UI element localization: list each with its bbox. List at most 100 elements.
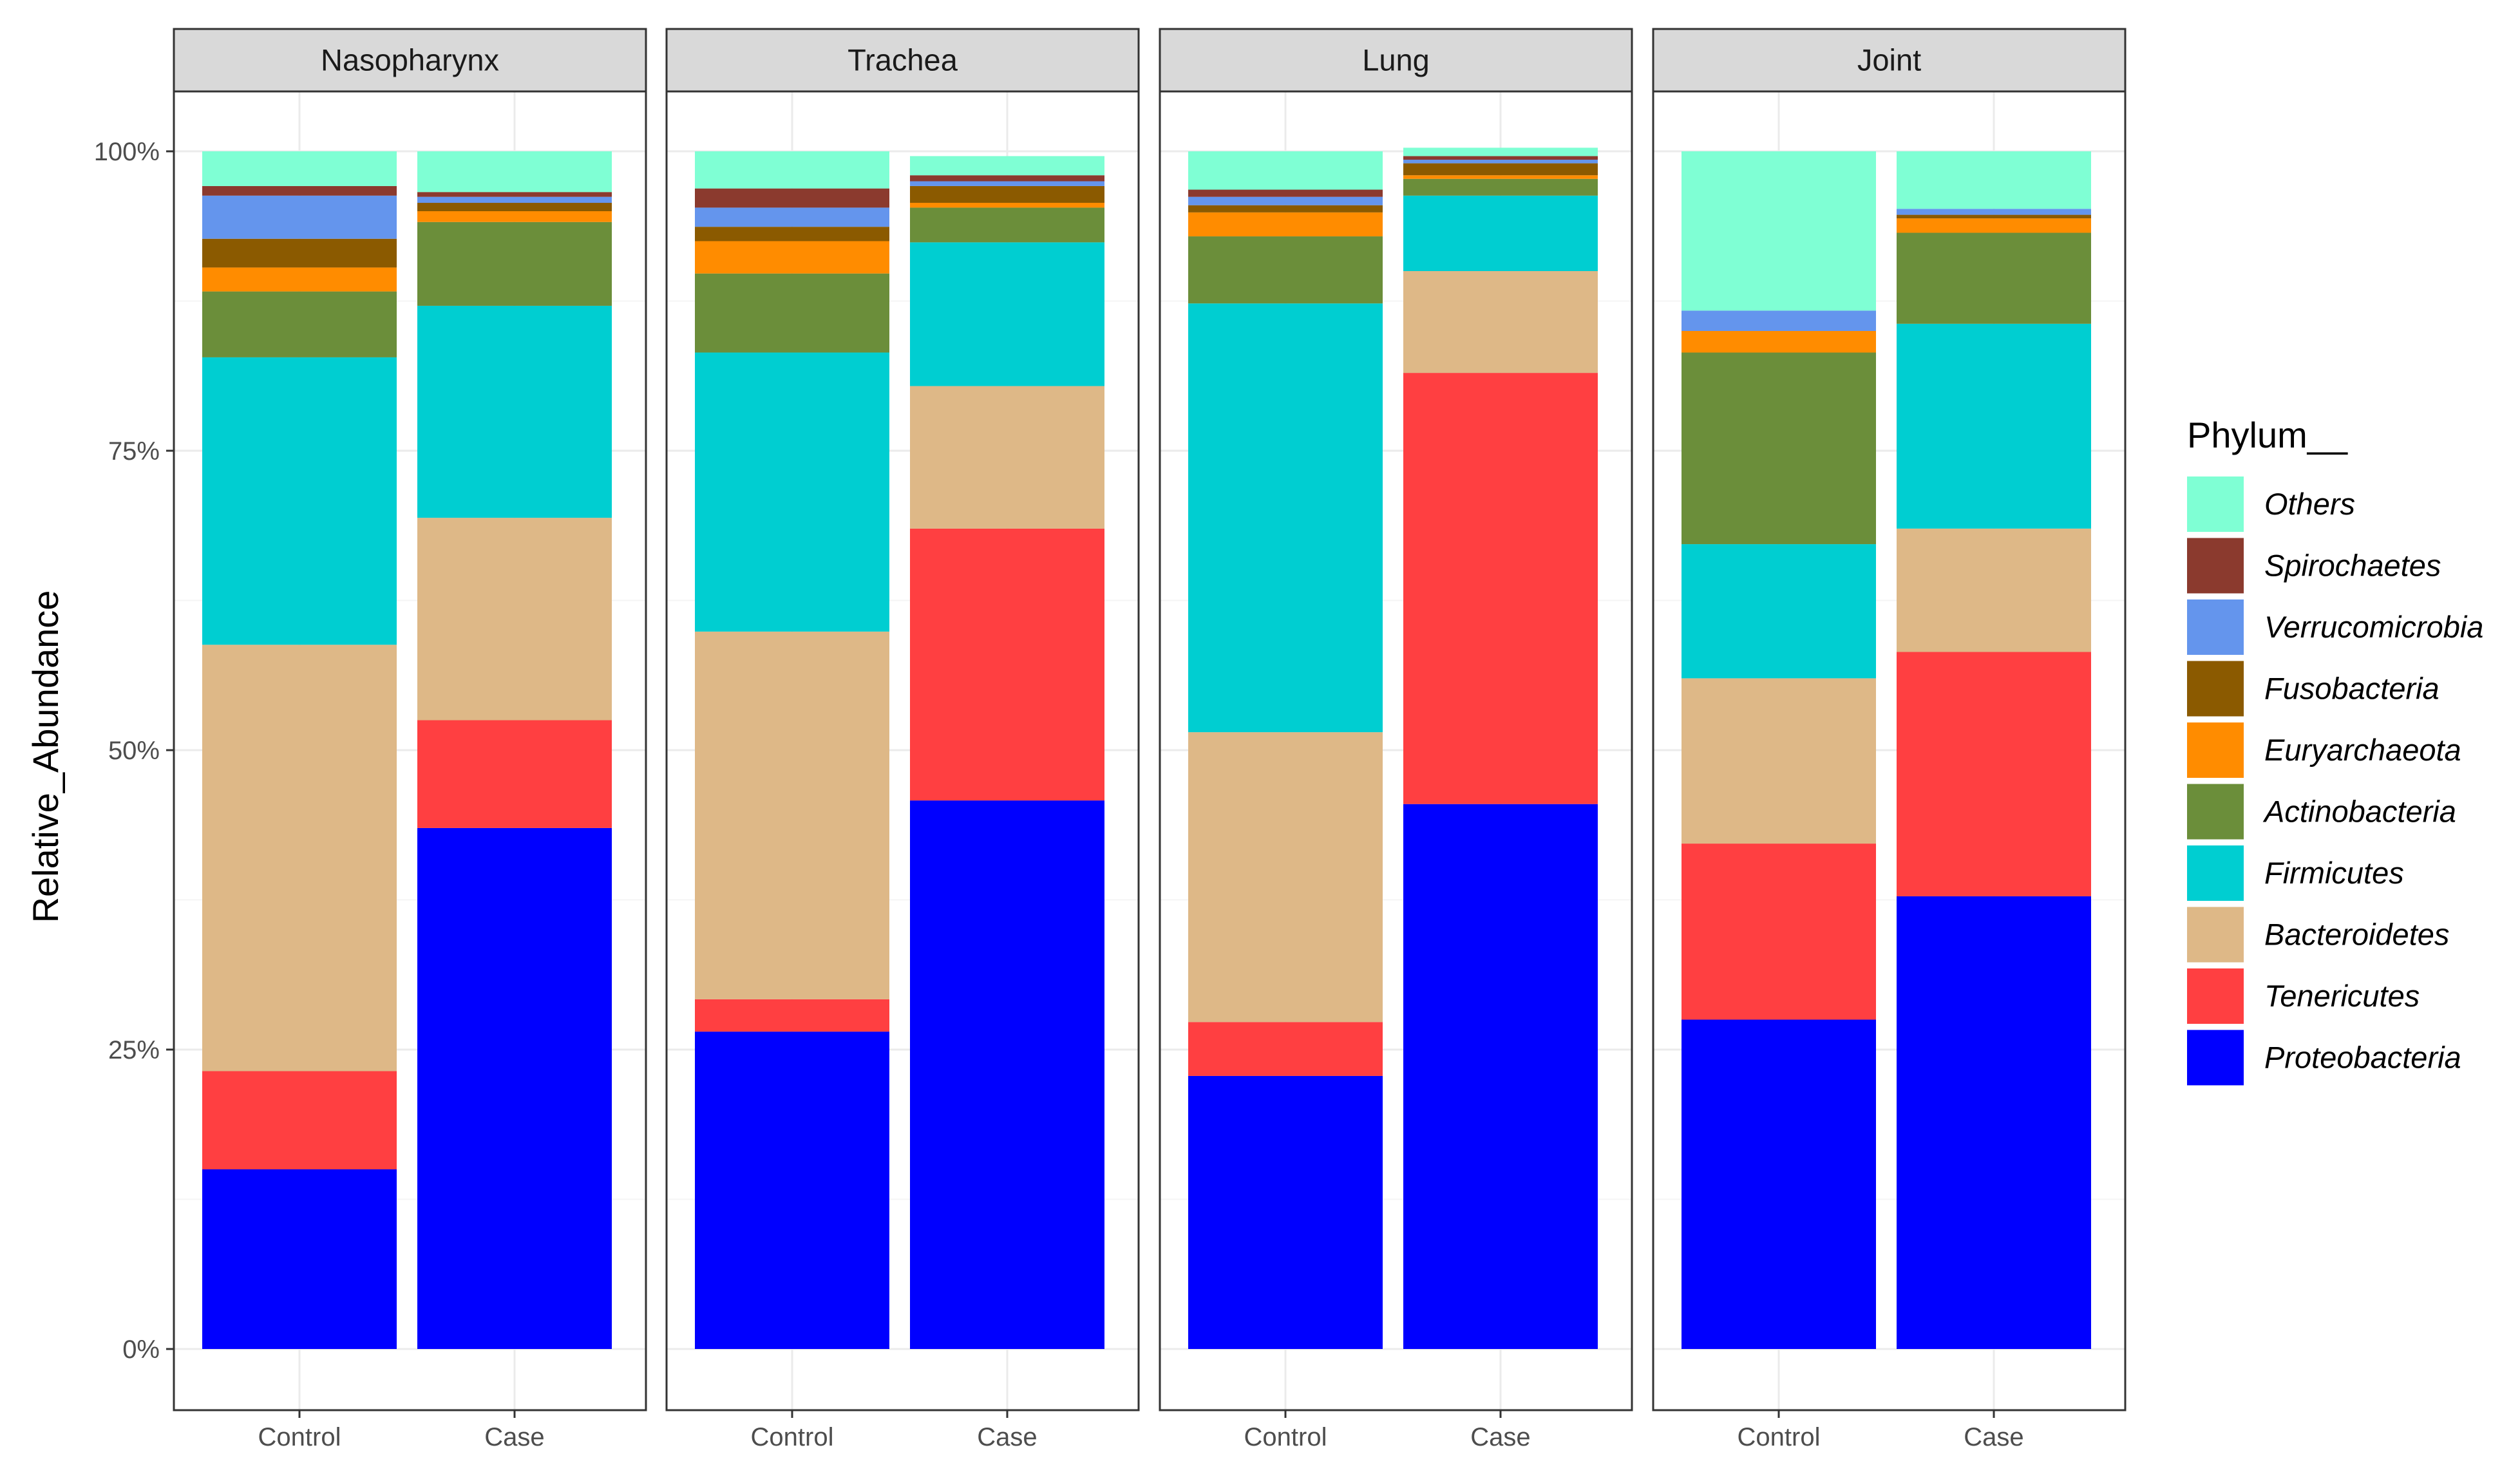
legend-item-tenericutes: Tenericutes bbox=[2187, 968, 2420, 1024]
y-axis-title: Relative_Abundance bbox=[25, 590, 66, 923]
bar-segment-tenericutes bbox=[1188, 1022, 1383, 1076]
bar-segment-others bbox=[202, 151, 397, 186]
legend-swatch bbox=[2187, 968, 2244, 1024]
bar-segment-firmicutes bbox=[1403, 195, 1598, 271]
facet-strip bbox=[665, 28, 1140, 93]
y-tick-label: 0% bbox=[122, 1335, 160, 1364]
bar-joint-control bbox=[1682, 151, 1876, 1349]
bar-segment-firmicutes bbox=[202, 357, 397, 645]
bar-segment-fusobacteria bbox=[1403, 163, 1598, 176]
bar-segment-others bbox=[695, 151, 889, 189]
bar-segment-bacteroidetes bbox=[417, 518, 612, 721]
bar-lung-case bbox=[1403, 147, 1598, 1349]
bar-segment-bacteroidetes bbox=[1682, 678, 1876, 844]
bar-segment-euryarchaeota bbox=[910, 202, 1104, 208]
y-tick-label: 100% bbox=[94, 138, 160, 166]
y-tick-label: 75% bbox=[108, 437, 160, 466]
bar-segment-proteobacteria bbox=[910, 800, 1104, 1349]
bar-segment-firmicutes bbox=[1897, 323, 2091, 529]
y-axis: 0% 25% 50% 75% 100% Relative_Abundance bbox=[25, 138, 174, 1364]
legend-swatch bbox=[2187, 907, 2244, 963]
legend-swatch bbox=[2187, 599, 2244, 655]
y-tick-label: 50% bbox=[108, 737, 160, 765]
legend-label: Others bbox=[2264, 487, 2355, 521]
x-tick-label: Case bbox=[977, 1423, 1037, 1451]
y-tick-label: 25% bbox=[108, 1036, 160, 1064]
x-tick-label: Case bbox=[1470, 1423, 1530, 1451]
legend-label: Bacteroidetes bbox=[2264, 918, 2449, 952]
bar-segment-actinobacteria bbox=[1403, 178, 1598, 196]
bar-segment-verrucomicrobia bbox=[695, 207, 889, 227]
bar-segment-verrucomicrobia bbox=[1897, 209, 2091, 215]
bar-segment-fusobacteria bbox=[1897, 214, 2091, 219]
bar-segment-proteobacteria bbox=[1897, 896, 2091, 1349]
bar-segment-spirochaetes bbox=[417, 192, 612, 197]
facet-strip-label: Nasopharynx bbox=[321, 43, 499, 77]
bar-segment-euryarchaeota bbox=[202, 267, 397, 292]
legend-label: Fusobacteria bbox=[2264, 672, 2439, 706]
bar-segment-others bbox=[1682, 151, 1876, 311]
bar-segment-tenericutes bbox=[1897, 652, 2091, 896]
facet-panel-trachea: Trachea Control Case bbox=[665, 28, 1140, 1451]
bar-segment-tenericutes bbox=[1682, 844, 1876, 1020]
bar-segment-others bbox=[910, 156, 1104, 176]
bar-segment-euryarchaeota bbox=[1897, 218, 2091, 233]
legend-swatch bbox=[2187, 722, 2244, 778]
bar-segment-spirochaetes bbox=[910, 175, 1104, 182]
x-tick-label: Control bbox=[751, 1423, 834, 1451]
legend-label: Tenericutes bbox=[2264, 979, 2420, 1013]
bar-segment-fusobacteria bbox=[1188, 205, 1383, 212]
bar-segment-actinobacteria bbox=[202, 291, 397, 357]
legend-label: Proteobacteria bbox=[2264, 1041, 2461, 1075]
bar-segment-bacteroidetes bbox=[695, 631, 889, 999]
x-tick-label: Control bbox=[1244, 1423, 1327, 1451]
bar-segment-verrucomicrobia bbox=[417, 196, 612, 203]
bar-trachea-case bbox=[910, 156, 1104, 1349]
facet-strip bbox=[1652, 28, 2127, 93]
bar-segment-verrucomicrobia bbox=[1188, 196, 1383, 205]
legend-swatch bbox=[2187, 538, 2244, 594]
legend-item-euryarchaeota: Euryarchaeota bbox=[2187, 722, 2461, 778]
legend-label: Spirochaetes bbox=[2264, 549, 2441, 583]
x-tick-label: Case bbox=[484, 1423, 544, 1451]
x-tick-label: Case bbox=[1964, 1423, 2023, 1451]
bar-segment-proteobacteria bbox=[1403, 804, 1598, 1349]
bar-segment-fusobacteria bbox=[417, 202, 612, 211]
facet-panels: Nasopharynx Control Case Trachea Control Case… bbox=[173, 28, 2127, 1451]
facet-strip-label: Lung bbox=[1362, 43, 1430, 77]
bar-segment-spirochaetes bbox=[202, 185, 397, 196]
bar-segment-euryarchaeota bbox=[695, 241, 889, 274]
bar-joint-case bbox=[1897, 151, 2091, 1349]
bar-segment-firmicutes bbox=[910, 242, 1104, 386]
x-tick-label: Control bbox=[258, 1423, 341, 1451]
bar-segment-fusobacteria bbox=[695, 227, 889, 241]
bar-segment-verrucomicrobia bbox=[910, 181, 1104, 186]
bar-segment-others bbox=[417, 151, 612, 193]
bar-segment-tenericutes bbox=[1403, 373, 1598, 804]
bar-segment-euryarchaeota bbox=[1403, 175, 1598, 179]
bar-segment-bacteroidetes bbox=[202, 645, 397, 1071]
bar-segment-tenericutes bbox=[417, 720, 612, 828]
facet-strip bbox=[173, 28, 647, 93]
facet-panel-nasopharynx: Nasopharynx Control Case bbox=[173, 28, 647, 1451]
bar-segment-euryarchaeota bbox=[417, 211, 612, 222]
facet-panel-joint: Joint Control Case bbox=[1652, 28, 2127, 1451]
bar-segment-firmicutes bbox=[1188, 303, 1383, 733]
bar-segment-actinobacteria bbox=[910, 207, 1104, 243]
bar-segment-proteobacteria bbox=[695, 1032, 889, 1349]
bar-segment-actinobacteria bbox=[695, 273, 889, 353]
bar-segment-bacteroidetes bbox=[910, 386, 1104, 529]
bar-segment-fusobacteria bbox=[202, 238, 397, 268]
bar-segment-verrucomicrobia bbox=[202, 195, 397, 239]
bar-segment-euryarchaeota bbox=[1682, 331, 1876, 353]
facet-strip bbox=[1159, 28, 1633, 93]
bar-segment-firmicutes bbox=[695, 352, 889, 632]
bar-segment-proteobacteria bbox=[417, 827, 612, 1349]
bar-segment-bacteroidetes bbox=[1403, 271, 1598, 373]
legend-item-verrucomicrobia: Verrucomicrobia bbox=[2187, 599, 2483, 655]
legend-swatch bbox=[2187, 1030, 2244, 1086]
legend-item-proteobacteria: Proteobacteria bbox=[2187, 1030, 2461, 1086]
bar-segment-spirochaetes bbox=[1403, 156, 1598, 160]
bar-segment-tenericutes bbox=[202, 1071, 397, 1169]
